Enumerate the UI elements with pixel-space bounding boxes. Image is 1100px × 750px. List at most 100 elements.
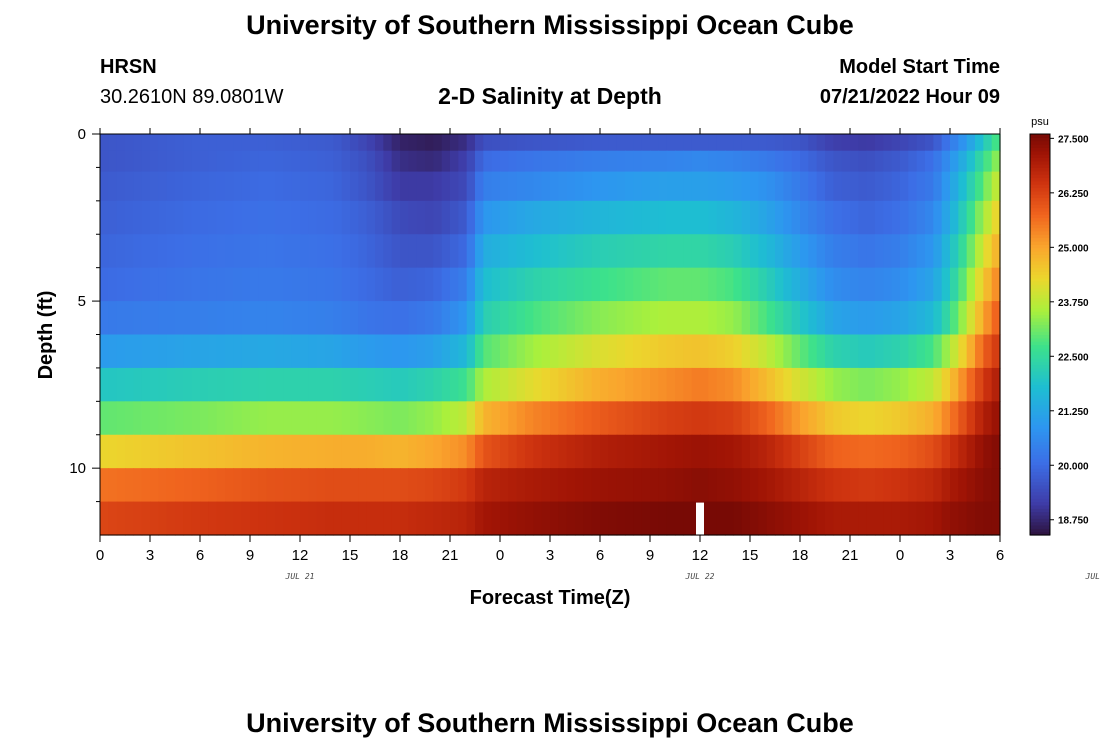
colorbar-segment	[1030, 334, 1050, 339]
heatmap-cell	[850, 171, 859, 202]
colorbar-segment	[1030, 521, 1050, 526]
colorbar-segment	[1030, 331, 1050, 336]
heatmap-cell	[183, 150, 193, 173]
heatmap-cell	[625, 501, 634, 536]
heatmap-cell	[216, 134, 226, 152]
heatmap-cell	[391, 434, 401, 469]
colorbar-segment	[1030, 478, 1050, 483]
heatmap-cell	[100, 301, 109, 336]
heatmap-cell	[625, 334, 634, 369]
heatmap-cell	[458, 401, 468, 436]
heatmap-cell	[808, 367, 818, 402]
colorbar-segment	[1030, 531, 1050, 536]
heatmap-cell	[341, 334, 351, 369]
x-tick-label: 12	[692, 547, 709, 564]
heatmap-cell	[925, 434, 934, 469]
heatmap-cell	[783, 367, 793, 402]
heatmap-cell	[600, 134, 609, 152]
heatmap-cell	[941, 301, 951, 336]
heatmap-cell	[908, 200, 918, 235]
heatmap-cell	[900, 301, 909, 336]
heatmap-cell	[541, 334, 551, 369]
heatmap-cell	[350, 501, 359, 536]
heatmap-cell	[566, 468, 576, 503]
heatmap-cell	[933, 367, 943, 402]
heatmap-cell	[175, 468, 184, 503]
colorbar-segment	[1030, 414, 1050, 419]
heatmap-cell	[808, 171, 818, 202]
heatmap-cell	[450, 150, 459, 173]
heatmap-cell	[766, 501, 776, 536]
heatmap-cell	[833, 301, 843, 336]
heatmap-cell	[658, 434, 668, 469]
colorbar-tick-label: 25.000	[1058, 243, 1089, 254]
heatmap-cell	[366, 301, 376, 336]
heatmap-cell	[600, 301, 609, 336]
heatmap-cell	[416, 150, 426, 173]
colorbar-segment	[1030, 384, 1050, 389]
heatmap-cell	[283, 401, 293, 436]
heatmap-cell	[708, 234, 718, 269]
heatmap-cell	[433, 401, 443, 436]
heatmap-cell	[166, 468, 176, 503]
heatmap-cell	[416, 200, 426, 235]
heatmap-cell	[650, 171, 659, 202]
heatmap-cell	[266, 434, 276, 469]
heatmap-cell	[483, 134, 493, 152]
heatmap-cell	[325, 267, 334, 302]
heatmap-cell	[958, 234, 968, 269]
y-tick-label: 0	[78, 126, 86, 143]
heatmap-cell	[141, 171, 151, 202]
heatmap-cell	[958, 200, 968, 235]
heatmap-cell	[675, 301, 684, 336]
y-tick-label: 5	[78, 293, 86, 310]
heatmap-cell	[850, 267, 859, 302]
heatmap-cell	[108, 367, 118, 402]
heatmap-cell	[233, 150, 243, 173]
heatmap-cell	[366, 501, 376, 536]
heatmap-cell	[233, 301, 243, 336]
heatmap-cell	[783, 501, 793, 536]
colorbar-tick-label: 27.500	[1058, 134, 1089, 145]
heatmap-cell	[808, 301, 818, 336]
heatmap-cell	[991, 267, 1001, 302]
heatmap-cell	[308, 234, 318, 269]
heatmap-cell	[108, 468, 118, 503]
heatmap-cell	[483, 171, 493, 202]
heatmap-cell	[283, 200, 293, 235]
colorbar-segment	[1030, 484, 1050, 489]
heatmap-cell	[641, 234, 651, 269]
colorbar-segment	[1030, 301, 1050, 306]
heatmap-cell	[358, 367, 368, 402]
heatmap-cell	[958, 367, 968, 402]
heatmap-cell	[200, 401, 209, 436]
heatmap-cell	[208, 150, 218, 173]
heatmap-cell	[175, 434, 184, 469]
colorbar-segment	[1030, 514, 1050, 519]
heatmap-cell	[483, 150, 493, 173]
heatmap-cell	[966, 434, 976, 469]
heatmap-cell	[750, 171, 759, 202]
heatmap-cell	[883, 234, 893, 269]
heatmap-cell	[200, 267, 209, 302]
heatmap-cell	[741, 334, 751, 369]
heatmap-cell	[483, 468, 493, 503]
heatmap-cell	[500, 334, 509, 369]
heatmap-cell	[791, 301, 801, 336]
heatmap-cell	[391, 171, 401, 202]
colorbar-segment	[1030, 317, 1050, 322]
heatmap-cell	[333, 367, 343, 402]
heatmap-cell	[458, 301, 468, 336]
heatmap-cell	[675, 150, 684, 173]
heatmap-cell	[591, 200, 601, 235]
heatmap-cell	[591, 367, 601, 402]
heatmap-cell	[958, 267, 968, 302]
heatmap-cell	[391, 401, 401, 436]
heatmap-cell	[441, 301, 451, 336]
heatmap-cell	[650, 234, 659, 269]
heatmap-cell	[158, 501, 168, 536]
heatmap-cell	[291, 401, 301, 436]
heatmap-cell	[741, 134, 751, 152]
colorbar-segment	[1030, 311, 1050, 316]
heatmap-cell	[725, 367, 734, 402]
